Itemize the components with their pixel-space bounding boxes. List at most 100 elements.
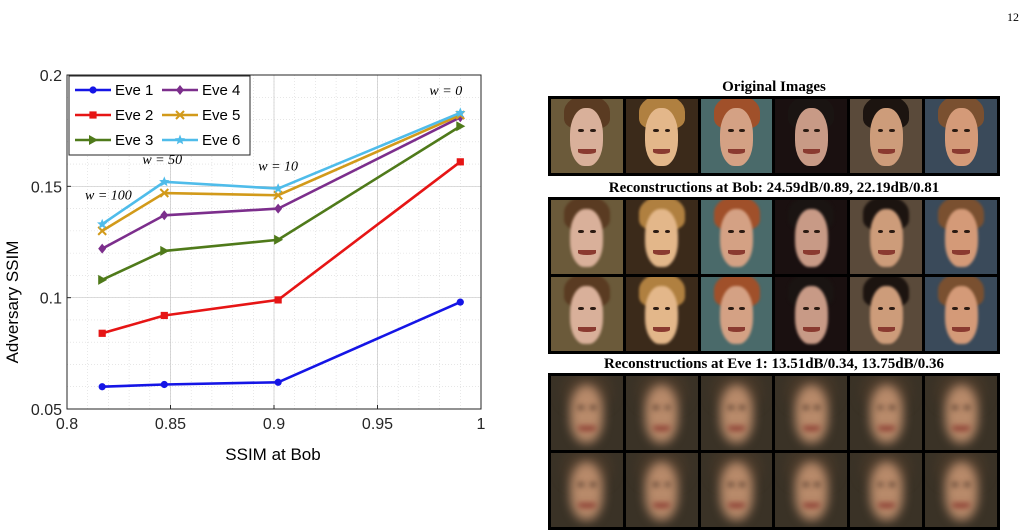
series-line bbox=[101, 160, 462, 335]
ssim-chart: 0.8 0.85 0.9 0.95 1 0.05 0.1 0.15 0.2 w = 100 w =… bbox=[0, 60, 510, 480]
data-point bbox=[160, 210, 169, 221]
data-point bbox=[97, 218, 108, 229]
eve-reconstruction-image bbox=[700, 453, 773, 527]
original-face-image bbox=[925, 99, 997, 173]
data-point bbox=[274, 378, 282, 386]
bob-reconstruction-image bbox=[700, 277, 773, 351]
data-point bbox=[456, 158, 464, 166]
original-face-image bbox=[775, 99, 848, 173]
bob-reconstruction-image bbox=[925, 200, 997, 274]
annotation-label: w = 0 bbox=[429, 84, 462, 99]
series-line bbox=[101, 125, 461, 282]
eve-reconstruction-image bbox=[551, 376, 623, 450]
caption-eve: Reconstructions at Eve 1: 13.51dB/0.34, … bbox=[603, 356, 944, 372]
bob-reconstruction-image bbox=[850, 200, 923, 274]
bob-reconstruction-image bbox=[551, 277, 623, 351]
legend-entry: Eve 4 bbox=[162, 82, 240, 99]
y-tick-label: 0.15 bbox=[31, 179, 62, 196]
series-line bbox=[101, 113, 461, 232]
original-face-image bbox=[850, 99, 923, 173]
legend-entry: Eve 3 bbox=[75, 132, 153, 149]
legend-label: Eve 1 bbox=[115, 82, 153, 99]
annotation-label: w = 100 bbox=[85, 189, 132, 204]
annotation-label: w = 10 bbox=[258, 160, 298, 175]
data-point bbox=[98, 243, 107, 254]
x-tick-label: 0.9 bbox=[263, 416, 285, 433]
legend-entry: Eve 6 bbox=[162, 132, 240, 149]
eve-reconstruction-image bbox=[700, 376, 773, 450]
legend-entry: Eve 2 bbox=[75, 107, 153, 124]
x-tick-label: 0.85 bbox=[155, 416, 186, 433]
bob-reconstruction-image bbox=[625, 277, 698, 351]
bob-reconstruction-image bbox=[625, 200, 698, 274]
bob-reconstruction-image bbox=[925, 277, 997, 351]
chart-series bbox=[97, 107, 466, 391]
legend-entry: Eve 1 bbox=[75, 82, 153, 99]
data-point bbox=[98, 274, 108, 285]
original-face-image bbox=[551, 99, 623, 173]
eve-reconstructions-block bbox=[548, 373, 1000, 530]
original-face-image bbox=[625, 99, 698, 173]
data-point bbox=[272, 183, 284, 193]
eve-reconstruction-image bbox=[850, 453, 923, 527]
y-tick-label: 0.1 bbox=[40, 291, 62, 308]
data-point-stroke bbox=[175, 110, 185, 120]
data-point bbox=[456, 298, 464, 306]
original-images-block bbox=[548, 96, 1000, 176]
bob-reconstruction-image bbox=[775, 200, 848, 274]
data-point bbox=[160, 380, 168, 389]
data-point bbox=[455, 107, 466, 118]
legend-label: Eve 3 bbox=[115, 132, 153, 149]
original-face-image bbox=[700, 99, 773, 173]
data-point bbox=[98, 329, 106, 337]
x-tick-label: 0.8 bbox=[56, 416, 78, 433]
data-point bbox=[159, 188, 169, 198]
data-point bbox=[274, 296, 282, 304]
series-line bbox=[102, 300, 461, 389]
data-point bbox=[174, 134, 186, 145]
data-point bbox=[160, 245, 170, 256]
eve-reconstruction-image bbox=[775, 453, 848, 527]
legend-entry: Eve 5 bbox=[162, 107, 240, 124]
data-point bbox=[274, 234, 284, 245]
legend-label: Eve 2 bbox=[115, 107, 153, 124]
y-axis-label: Adversary SSIM bbox=[3, 241, 22, 364]
x-axis-label: SSIM at Bob bbox=[225, 445, 320, 464]
x-tick-label: 1 bbox=[477, 416, 486, 433]
image-row bbox=[551, 99, 997, 173]
series-eve-3 bbox=[98, 121, 466, 285]
data-point bbox=[175, 110, 185, 120]
annotation-label: w = 50 bbox=[142, 153, 182, 168]
legend-label: Eve 6 bbox=[202, 132, 240, 149]
eve-reconstruction-image bbox=[625, 376, 698, 450]
chart-annotations: w = 100 w = 50 w = 10 w = 0 bbox=[85, 84, 462, 204]
chart-axes: 0.8 0.85 0.9 0.95 1 0.05 0.1 0.15 0.2 bbox=[31, 68, 486, 433]
bob-reconstruction-image bbox=[700, 200, 773, 274]
image-row bbox=[551, 453, 997, 527]
series-line bbox=[101, 116, 461, 250]
data-point bbox=[98, 383, 106, 391]
data-point bbox=[456, 121, 466, 132]
page-number: 12 bbox=[1007, 10, 1019, 24]
bob-reconstruction-image bbox=[850, 277, 923, 351]
data-point-stroke bbox=[159, 188, 169, 198]
data-point bbox=[89, 86, 97, 94]
image-row bbox=[551, 376, 997, 450]
data-point bbox=[274, 203, 283, 214]
series-eve-4 bbox=[98, 112, 465, 254]
caption-bob: Reconstructions at Bob: 24.59dB/0.89, 22… bbox=[608, 180, 940, 196]
eve-reconstruction-image bbox=[775, 376, 848, 450]
eve-reconstruction-image bbox=[625, 453, 698, 527]
bob-reconstructions-block bbox=[548, 197, 1000, 354]
bob-reconstruction-image bbox=[775, 277, 848, 351]
eve-reconstruction-image bbox=[850, 376, 923, 450]
image-row bbox=[551, 200, 997, 274]
data-point bbox=[89, 111, 97, 119]
chart-legend: Eve 1 Eve 2 Eve 3 Eve 4 Eve 5 Eve 6 bbox=[68, 75, 251, 156]
image-row bbox=[551, 277, 997, 351]
bob-reconstruction-image bbox=[551, 200, 623, 274]
series-line bbox=[101, 111, 461, 226]
data-point bbox=[89, 135, 98, 145]
x-tick-label: 0.95 bbox=[362, 416, 393, 433]
